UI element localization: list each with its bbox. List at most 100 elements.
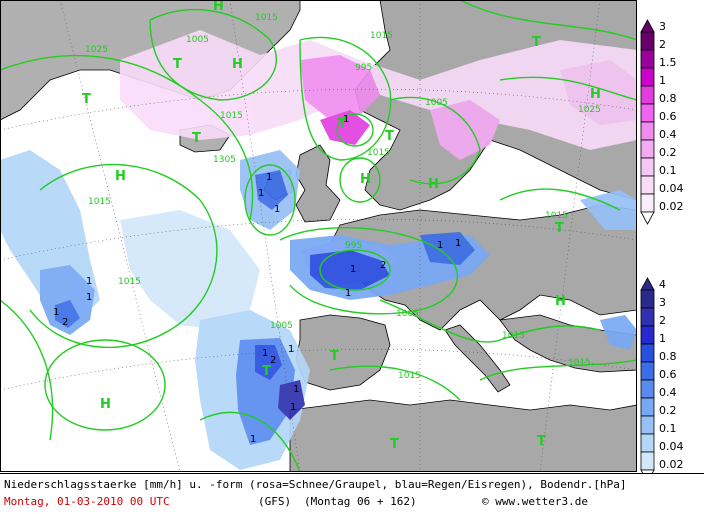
low-marker: T: [385, 129, 394, 144]
snow-precipitation: [120, 30, 637, 285]
snow-legend-swatch: [640, 31, 655, 51]
rain-legend-swatch: [640, 379, 655, 399]
high-pressure-centers: H H H H H H H H: [100, 0, 601, 412]
rain-legend-label: 0.6: [659, 368, 677, 381]
snow-legend-swatch: [640, 139, 655, 159]
snow-legend-label: 2: [659, 38, 666, 51]
precip-label: 1: [258, 188, 264, 199]
rain-legend: 4 3 2 1 0.8 0.6 0.4 0.2 0.1 0.04 0.02: [640, 277, 684, 483]
rain-legend-label: 0.1: [659, 422, 677, 435]
forecast-date: Montag, 01-03-2010 00 UTC: [4, 495, 170, 508]
low-marker: T: [555, 221, 564, 236]
snow-legend-label: 0.2: [659, 146, 677, 159]
precip-label: 2: [380, 260, 386, 271]
precip-label: 1: [250, 434, 256, 445]
high-marker: H: [232, 57, 243, 72]
low-marker: T: [262, 364, 271, 379]
snow-legend-label: 1.5: [659, 56, 677, 69]
low-marker: T: [532, 35, 541, 50]
pressure-label: 1305: [213, 155, 236, 165]
precip-label: 1: [86, 292, 92, 303]
precip-label: 1: [293, 384, 299, 395]
snow-legend-swatch: [640, 49, 655, 69]
snow-legend-arrow-bottom: [640, 211, 655, 225]
snow-legend-arrow-top: [640, 19, 655, 33]
copyright-link[interactable]: © www.wetter3.de: [482, 495, 588, 508]
rain-legend-swatch: [640, 451, 655, 471]
rain-legend-swatch: [640, 415, 655, 435]
pressure-label: 1015: [255, 13, 278, 23]
high-marker: H: [555, 294, 566, 309]
snow-legend-label: 0.1: [659, 164, 677, 177]
pressure-label: 1005: [425, 98, 448, 108]
snow-legend-label: 0.8: [659, 92, 677, 105]
rain-legend-label: 2: [659, 314, 666, 327]
rain-legend-label: 0.02: [659, 458, 684, 471]
snow-legend-label: 0.04: [659, 182, 684, 195]
pressure-label: 1025: [85, 45, 108, 55]
snow-legend-swatch: [640, 157, 655, 177]
pressure-label: 1005: [186, 35, 209, 45]
precip-label: 1: [274, 204, 280, 215]
high-marker: H: [213, 0, 224, 14]
rain-legend-label: 0.4: [659, 386, 677, 399]
precip-label: 1: [455, 238, 461, 249]
low-marker: T: [192, 131, 201, 146]
pressure-label: 1015: [502, 331, 525, 341]
pressure-label: 1015: [398, 371, 421, 381]
rain-legend-label: 0.04: [659, 440, 684, 453]
snow-legend-label: 0.6: [659, 110, 677, 123]
pressure-label: 995: [355, 63, 372, 73]
rain-legend-label: 3: [659, 296, 666, 309]
rain-legend-label: 4: [659, 278, 666, 291]
snow-legend-label: 3: [659, 20, 666, 33]
snow-legend-swatch: [640, 103, 655, 123]
pressure-label: 1015: [88, 197, 111, 207]
low-marker: T: [390, 437, 399, 452]
snow-legend-label: 0.4: [659, 128, 677, 141]
snow-legend-swatch: [640, 67, 655, 87]
precip-label: 1: [53, 307, 59, 318]
precip-label: 1: [350, 264, 356, 275]
high-marker: H: [100, 397, 111, 412]
pressure-label: 1005: [270, 321, 293, 331]
precip-label: 1: [290, 402, 296, 413]
pressure-label: 1015: [118, 277, 141, 287]
coordinate-grid: [0, 0, 637, 472]
snow-legend-swatch: [640, 85, 655, 105]
snow-legend-swatch: [640, 121, 655, 141]
precip-label: 1: [266, 172, 272, 183]
low-marker: T: [537, 434, 546, 449]
rain-legend-swatch: [640, 361, 655, 381]
high-marker: H: [360, 172, 371, 187]
pressure-label: 1025: [578, 105, 601, 115]
snow-legend-label: 1: [659, 74, 666, 87]
snow-legend: 3 2 1.5 1 0.8 0.6 0.4 0.2 0.1 0.04 0.02: [640, 19, 684, 225]
low-marker: T: [338, 117, 347, 132]
pressure-label: 995: [345, 241, 362, 251]
precip-label: 1: [437, 240, 443, 251]
precip-legend: 3 2 1.5 1 0.8 0.6 0.4 0.2 0.1 0.04 0.02 4 3 2 1 0.8 0.6…: [637, 0, 704, 513]
rain-legend-swatch: [640, 343, 655, 363]
pressure-label: 1015: [545, 211, 568, 221]
model-name: (GFS): [258, 495, 292, 508]
rain-legend-swatch: [640, 397, 655, 417]
pressure-label: 1015: [568, 358, 591, 368]
map-description: Niederschlagsstaerke [mm/h] u. -form (ro…: [4, 478, 627, 491]
high-marker: H: [428, 177, 439, 192]
rain-legend-label: 1: [659, 332, 666, 345]
high-marker: H: [590, 87, 601, 102]
pressure-label: 1005: [396, 309, 419, 319]
rain-legend-swatch: [640, 325, 655, 345]
rain-legend-swatch: [640, 307, 655, 327]
precip-label: 1: [343, 114, 349, 125]
weather-map: 1025 1005 1015 995 1015 1005 1025 1015 1…: [0, 0, 637, 472]
map-frame: [0, 0, 637, 472]
pressure-label: 1015: [370, 31, 393, 41]
rain-legend-swatch: [640, 433, 655, 453]
pressure-labels: 1025 1005 1015 995 1015 1005 1025 1015 1…: [85, 13, 601, 381]
low-marker: T: [330, 349, 339, 364]
rain-legend-label: 0.2: [659, 404, 677, 417]
low-marker: T: [173, 57, 182, 72]
model-run: (Montag 06 + 162): [304, 495, 417, 508]
